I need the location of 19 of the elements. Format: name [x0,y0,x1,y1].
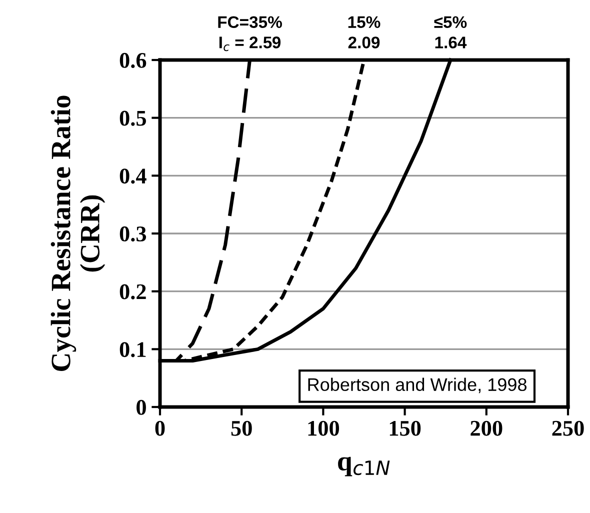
annotation: ≤5% 1.64 [434,16,467,48]
x-tick-label: 150 [390,420,421,436]
y-tick-label: 0.4 [120,168,146,184]
x-tick-label: 100 [308,420,340,436]
annotation: Robertson and Wride, 1998 [308,378,527,394]
x-axis-title: q$_{c1N}$ [338,456,390,476]
y-tick-label: 0 [136,400,146,415]
annotation: 15% 2.09 [348,16,380,48]
x-tick-label: 0 [155,420,165,436]
x-tick-label: 50 [231,420,252,436]
y-tick-label: 0.3 [120,226,146,242]
y-axis-title: Cyclic Resistance Ratio (CRR) [50,96,106,371]
y-tick-label: 0.2 [120,284,146,300]
y-tick-label: 0.5 [120,110,146,126]
y-tick-label: 0.6 [120,52,146,68]
y-tick-label: 0.1 [120,342,146,358]
x-tick-label: 250 [552,420,584,436]
annotation: FC=35% I$_{c}$ = 2.59 [218,16,282,52]
x-tick-label: 200 [470,420,502,436]
